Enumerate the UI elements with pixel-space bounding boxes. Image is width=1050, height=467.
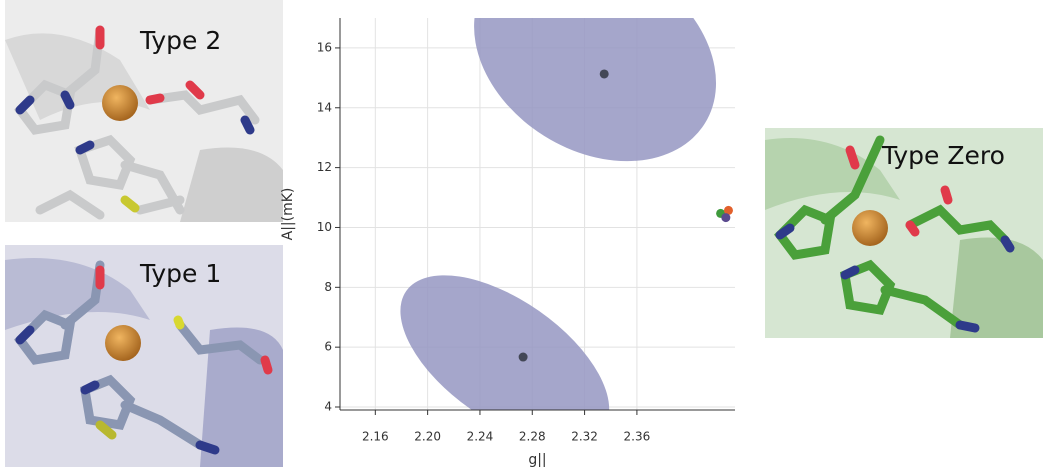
structure-label: Type 2 (139, 26, 221, 55)
x-axis-label: g|| (528, 452, 546, 467)
confidence-ellipse (400, 275, 610, 410)
chart: 2.16 2.20 2.24 2.28 2.32 2.36 4 6 8 10 12 14 16 g|| A|… (280, 18, 735, 467)
confidence-ellipse (474, 18, 717, 162)
x-tick-label: 2.24 (467, 430, 494, 444)
data-point (723, 205, 733, 215)
x-tick-label: 2.36 (624, 430, 651, 444)
x-tick-label: 2.20 (414, 430, 441, 444)
structure-label: Type 1 (139, 259, 221, 288)
y-tick-label: 12 (317, 160, 332, 174)
y-axis-label: A||(mK) (280, 188, 296, 241)
x-tick-label: 2.28 (519, 430, 546, 444)
structure-image (5, 0, 283, 222)
structure-image (5, 245, 283, 467)
data-point (518, 352, 528, 362)
y-tick-label: 6 (324, 340, 332, 354)
y-tick-label: 4 (324, 400, 332, 414)
data-point (721, 213, 731, 223)
y-tick-label: 14 (317, 100, 332, 114)
data-point (599, 69, 609, 79)
plot-content (400, 18, 733, 410)
y-tick-label: 8 (324, 280, 332, 294)
structure-label: Type Zero (881, 141, 1005, 170)
x-tick-label: 2.32 (571, 430, 598, 444)
y-tick-label: 10 (317, 220, 332, 234)
y-tick-label: 16 (317, 40, 332, 54)
x-tick-label: 2.16 (362, 430, 389, 444)
structure-image (765, 128, 1043, 338)
